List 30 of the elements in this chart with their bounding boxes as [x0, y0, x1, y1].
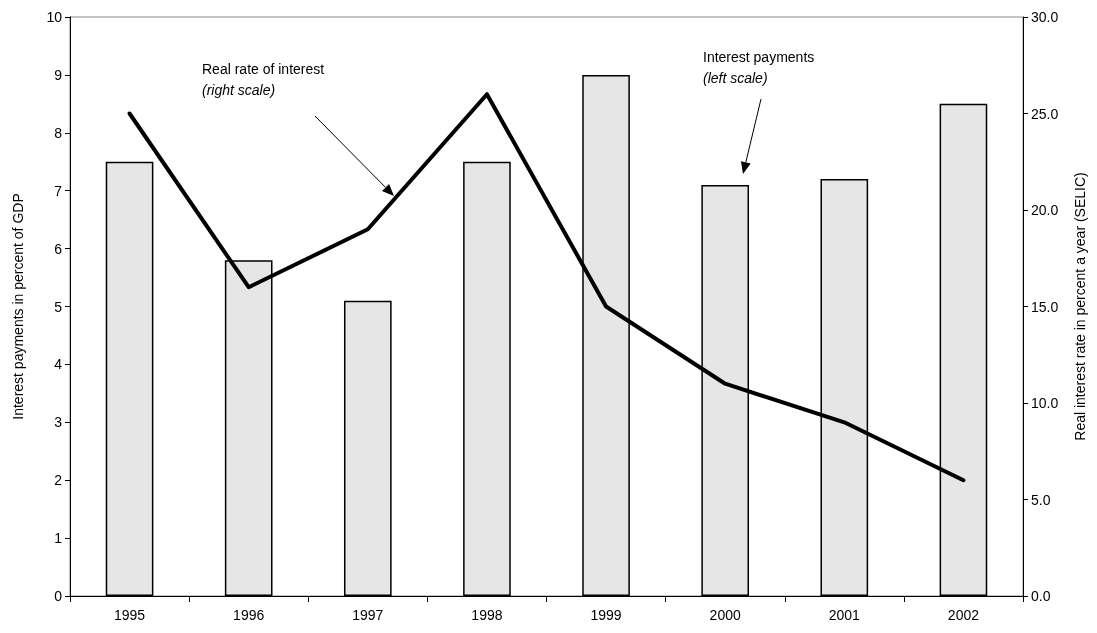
y-tick-label: 4: [54, 356, 63, 373]
y-tick-label: 7: [54, 182, 63, 199]
y-tick-label: 0: [54, 588, 63, 604]
y2-tick-label: 5.0: [1031, 491, 1051, 508]
y2-tick-label: 20.0: [1031, 202, 1059, 218]
x-tick-label: 2002: [947, 607, 980, 623]
y-tick-label: 1: [54, 530, 63, 547]
y-axis-title: Interest payments in percent of GDP: [10, 193, 26, 420]
x-tick-label: 1998: [471, 607, 503, 623]
y2-tick-label: 0.0: [1031, 588, 1051, 604]
y2-tick-label: 15.0: [1031, 298, 1059, 315]
y-tick-label: 2: [54, 472, 63, 489]
y-tick-label: 8: [54, 124, 63, 141]
x-tick-label: 2000: [709, 607, 741, 623]
y2-tick-label: 30.0: [1031, 9, 1059, 25]
y-tick-label: 10: [46, 9, 63, 25]
x-tick-label: 2001: [828, 607, 861, 623]
y-tick-label: 3: [54, 414, 63, 431]
y-tick-label: 5: [54, 298, 63, 315]
y-tick-label: 6: [54, 240, 63, 257]
x-tick-label: 1996: [233, 607, 265, 623]
y2-tick-label: 10.0: [1031, 395, 1059, 411]
y-tick-label: 9: [54, 66, 63, 83]
y2-tick-label: 25.0: [1031, 105, 1059, 122]
annotation: Interest payments (left scale): [703, 49, 815, 86]
x-tick-label: 1999: [590, 607, 622, 623]
x-tick-label: 1995: [113, 607, 146, 623]
y2-axis-title: Real interest rate in percent a year (SELIC): [1072, 172, 1088, 441]
x-tick-label: 1997: [352, 607, 384, 623]
annotation: Real rate of interest (right scale): [202, 61, 325, 98]
